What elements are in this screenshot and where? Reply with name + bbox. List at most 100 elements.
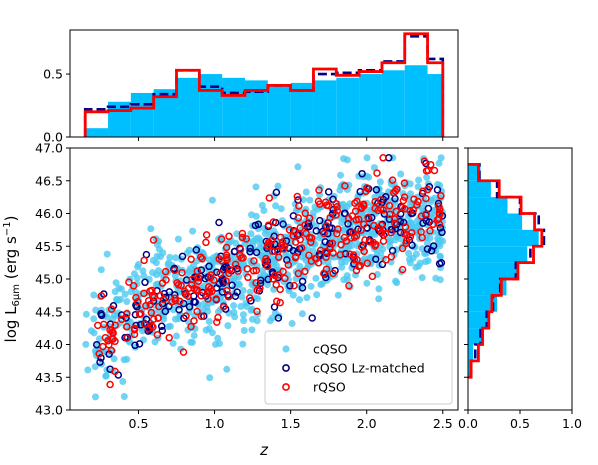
point-rqso — [290, 227, 299, 236]
point-cqso — [296, 296, 303, 304]
point-rqso — [99, 342, 107, 351]
point-cqso-lz-matched — [246, 244, 254, 252]
top-histogram-ticks: 0.0 0.5 — [43, 67, 444, 145]
point-rqso — [392, 207, 401, 216]
scatter-points — [82, 154, 447, 401]
y-axis-label-subscript: 6μm — [11, 284, 22, 306]
right-bar-cqso — [468, 229, 539, 247]
point-rqso — [141, 320, 149, 328]
point-cqso — [338, 258, 345, 266]
right-bar-cqso — [468, 180, 491, 198]
point-cqso-lz-matched — [324, 188, 333, 196]
top-bar-cqso — [130, 92, 154, 137]
point-rqso — [238, 229, 247, 238]
point-cqso — [123, 298, 131, 305]
point-cqso — [82, 310, 90, 318]
point-rqso — [362, 187, 370, 196]
point-rqso — [276, 285, 284, 294]
point-cqso-lz-matched — [185, 303, 194, 311]
x-tick-label: 1.5 — [281, 416, 301, 431]
point-cqso — [174, 235, 182, 243]
point-cqso — [239, 311, 247, 319]
top-step-rqso — [83, 32, 445, 137]
point-cqso — [406, 259, 414, 267]
point-rqso — [363, 259, 372, 267]
point-cqso-lz-matched — [427, 247, 436, 255]
point-cqso — [96, 335, 103, 343]
x-tick-label: 2.5 — [433, 416, 453, 431]
right-histogram-ticks: 0.0 0.5 1.0 — [458, 147, 582, 431]
point-rqso — [400, 179, 409, 187]
point-cqso — [149, 308, 157, 316]
point-cqso-lz-matched — [141, 278, 149, 287]
point-rqso — [357, 243, 366, 251]
point-cqso — [375, 285, 383, 293]
point-rqso — [264, 242, 273, 250]
point-cqso-lz-matched — [358, 169, 366, 178]
point-cqso — [158, 270, 166, 278]
point-cqso — [277, 205, 285, 213]
point-cqso-lz-matched — [436, 224, 445, 232]
point-rqso — [376, 225, 384, 233]
point-rqso — [398, 244, 407, 253]
point-rqso — [413, 201, 421, 209]
main-scatter-ticks: 0.5 1.0 1.5 2.0 2.5 43.0 43.5 44.0 44.5 45.0 45.5 4… — [35, 141, 453, 432]
point-rqso — [369, 238, 377, 247]
point-cqso — [432, 274, 440, 282]
point-rqso — [216, 269, 224, 278]
point-cqso — [121, 290, 129, 298]
point-rqso — [352, 231, 361, 240]
point-cqso — [249, 315, 256, 323]
point-cqso — [309, 247, 317, 255]
point-cqso-lz-matched — [264, 275, 272, 284]
point-cqso-lz-matched — [97, 310, 105, 318]
point-cqso-lz-matched — [137, 321, 145, 329]
point-cqso — [343, 276, 351, 284]
top-bar-cqso — [359, 74, 382, 137]
y-axis-label-units-close: ) — [2, 216, 20, 222]
point-rqso — [179, 348, 188, 356]
point-rqso — [379, 206, 387, 214]
point-cqso-lz-matched — [233, 288, 241, 296]
point-cqso-lz-matched — [324, 229, 332, 238]
point-cqso — [397, 170, 405, 178]
point-cqso — [272, 202, 280, 210]
point-rqso — [225, 232, 233, 241]
point-rqso — [218, 256, 226, 265]
right-x-tick-label: 0.0 — [458, 416, 478, 431]
x-tick-label: 2.0 — [357, 416, 377, 431]
point-rqso — [281, 274, 289, 283]
point-rqso — [187, 255, 195, 263]
point-rqso — [364, 213, 372, 222]
point-cqso — [414, 183, 422, 191]
point-rqso — [435, 202, 443, 210]
point-rqso — [417, 212, 426, 220]
point-rqso — [94, 321, 102, 330]
point-cqso — [423, 239, 431, 247]
point-cqso — [120, 393, 128, 400]
point-rqso — [401, 223, 410, 231]
point-rqso — [414, 197, 422, 206]
top-bar-cqso — [336, 77, 360, 137]
point-rqso — [316, 246, 325, 255]
y-tick-label: 44.0 — [35, 337, 63, 352]
point-cqso — [189, 227, 197, 235]
point-cqso-lz-matched — [131, 341, 139, 350]
point-rqso — [222, 277, 230, 285]
point-cqso-lz-matched — [228, 281, 236, 290]
point-rqso — [329, 269, 337, 278]
point-cqso-lz-matched — [321, 238, 329, 246]
point-rqso — [161, 267, 170, 276]
point-cqso — [212, 340, 219, 348]
point-cqso — [439, 237, 447, 245]
point-rqso — [184, 284, 193, 293]
point-cqso — [166, 322, 174, 330]
point-cqso — [235, 280, 243, 288]
point-rqso — [225, 269, 233, 278]
point-rqso — [226, 265, 234, 274]
point-rqso — [268, 236, 276, 245]
top-bar-cqso — [244, 80, 268, 137]
top-histogram-bars — [83, 32, 445, 137]
point-cqso — [247, 306, 255, 314]
point-rqso — [373, 169, 381, 177]
